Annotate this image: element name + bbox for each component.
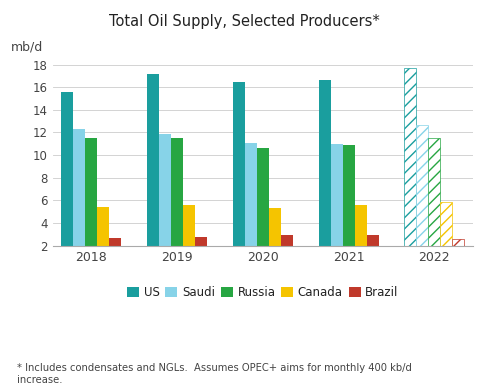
Bar [183,205,195,246]
Legend: US, Saudi, Russia, Canada, Brazil: US, Saudi, Russia, Canada, Brazil [122,281,404,303]
Bar [195,236,207,246]
Bar [147,74,159,246]
Bar [428,138,440,246]
Bar [440,202,452,246]
Bar [405,68,416,246]
Bar [319,80,331,246]
Text: * Includes condensates and NGLs.  Assumes OPEC+ aims for monthly 400 kb/d
increa: * Includes condensates and NGLs. Assumes… [17,363,412,385]
Bar [331,144,343,246]
Bar [73,129,85,246]
Bar [171,138,183,246]
Bar [366,235,379,246]
Bar [85,138,98,246]
Bar [233,82,245,246]
Bar [98,207,109,246]
Bar [281,235,293,246]
Bar [61,92,73,246]
Text: Total Oil Supply, Selected Producers*: Total Oil Supply, Selected Producers* [109,14,379,29]
Bar [245,143,257,246]
Bar [109,238,122,246]
Text: mb/d: mb/d [11,41,43,54]
Bar [355,205,366,246]
Bar [343,145,355,246]
Bar [159,134,171,246]
Bar [416,125,428,246]
Bar [452,239,465,246]
Bar [257,148,269,246]
Bar [269,208,281,246]
